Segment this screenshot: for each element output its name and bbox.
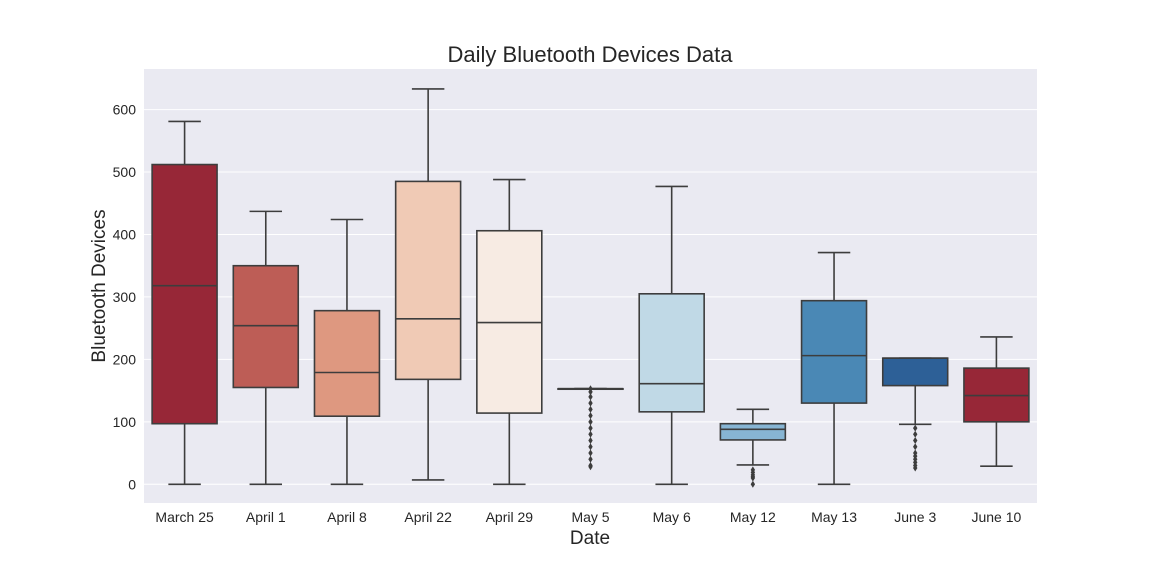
- y-tick-label: 600: [113, 102, 137, 118]
- outlier-point: [588, 393, 593, 401]
- outlier-point: [913, 424, 918, 432]
- x-tick-label: May 13: [811, 509, 857, 525]
- outlier-point: [913, 464, 918, 472]
- x-tick-label: March 25: [155, 509, 214, 525]
- y-tick-label: 200: [113, 351, 137, 367]
- box-group: [963, 336, 1030, 467]
- outlier-point: [750, 474, 756, 482]
- box-iqr: [394, 180, 462, 381]
- outlier-point: [913, 443, 918, 451]
- outlier-point: [588, 405, 593, 413]
- outlier-point: [588, 418, 593, 426]
- outlier-point: [588, 449, 593, 457]
- box-iqr: [800, 299, 868, 404]
- y-tick-label: 0: [128, 476, 136, 492]
- outlier-point: [588, 430, 593, 438]
- outlier-point: [588, 437, 593, 445]
- y-tick-label: 400: [113, 226, 137, 242]
- x-tick-label: April 1: [246, 509, 286, 525]
- box-iqr: [232, 264, 300, 389]
- x-tick-label: May 6: [653, 509, 691, 525]
- box-group: [881, 357, 949, 472]
- box-group: [313, 218, 381, 486]
- x-tick-labels: March 25 April 1 April 8 April 22 April 29 Ma…: [155, 509, 1021, 525]
- x-tick-label: June 10: [971, 509, 1021, 525]
- outlier-point: [588, 388, 593, 396]
- box-iqr: [313, 309, 381, 418]
- outlier-point: [750, 480, 756, 488]
- box-group: [557, 385, 624, 471]
- outlier-point: [588, 424, 593, 432]
- x-tick-label: May 12: [730, 509, 776, 525]
- x-tick-label: June 3: [894, 509, 936, 525]
- box-iqr: [638, 293, 705, 413]
- box-group: [719, 408, 787, 488]
- box-group: [232, 210, 300, 486]
- box-iqr: [881, 357, 949, 387]
- outlier-point: [913, 430, 918, 438]
- box-group: [394, 88, 462, 481]
- box-group: [476, 178, 543, 486]
- box-group: [638, 185, 705, 486]
- x-tick-label: April 8: [327, 509, 367, 525]
- y-tick-labels: 0 100 200 300 400 500 600: [113, 102, 137, 493]
- box-iqr: [719, 422, 787, 441]
- x-axis-label: Date: [570, 528, 610, 549]
- box-iqr: [151, 163, 218, 425]
- outlier-point: [588, 455, 593, 463]
- outlier-point: [588, 399, 593, 407]
- outlier-point: [913, 437, 918, 445]
- box-group: [800, 251, 868, 486]
- y-tick-label: 100: [113, 414, 137, 430]
- x-tick-label: May 5: [571, 509, 609, 525]
- outlier-point: [588, 463, 593, 471]
- box-series: [151, 88, 1030, 488]
- y-tick-label: 500: [113, 164, 137, 180]
- outlier-point: [588, 443, 593, 451]
- x-tick-label: April 22: [404, 509, 452, 525]
- outlier-point: [588, 412, 593, 420]
- y-axis-label: Bluetooth Devices: [89, 209, 110, 362]
- x-tick-label: April 29: [486, 509, 534, 525]
- y-tick-label: 300: [113, 289, 137, 305]
- chart-title: Daily Bluetooth Devices Data: [448, 42, 734, 67]
- box-group: [151, 120, 218, 486]
